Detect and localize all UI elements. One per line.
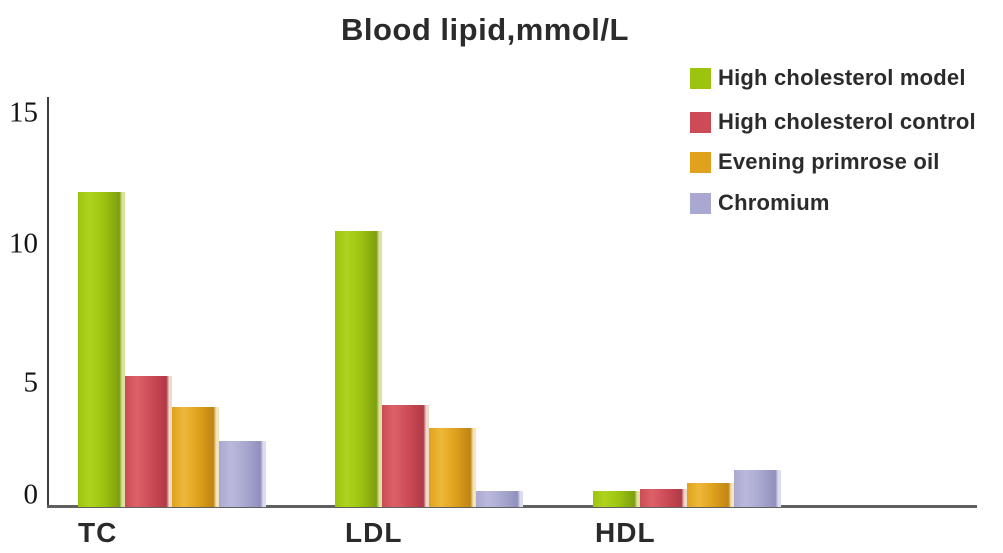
legend-swatch: [690, 111, 711, 133]
bar-hdl-series3: [687, 483, 734, 507]
x-category-label-tc: TC: [78, 517, 118, 548]
bar-tc-series2: [125, 376, 172, 507]
legend-item: High cholesterol control: [690, 109, 976, 134]
legend-label: High cholesterol model: [718, 65, 966, 90]
legend-item: Evening primrose oil: [690, 149, 940, 174]
chart-title: Blood lipid,mmol/L: [341, 12, 629, 47]
y-axis-line: [47, 97, 49, 508]
legend-item: High cholesterol model: [690, 65, 966, 90]
bar-tc-series1: [78, 192, 125, 507]
bar-ldl-series3: [429, 428, 476, 507]
legend-label: High cholesterol control: [718, 109, 976, 134]
legend-label: Evening primrose oil: [718, 149, 940, 174]
y-tick-label: 15: [9, 96, 38, 129]
legend-swatch: [690, 67, 711, 89]
bar-ldl-series4: [476, 491, 523, 507]
bar-hdl-series4: [734, 470, 781, 507]
bar-ldl-series1: [335, 231, 382, 507]
legend-swatch: [690, 151, 711, 173]
legend-swatch: [690, 192, 711, 214]
bar-hdl-series1: [593, 491, 640, 507]
x-category-label-hdl: HDL: [595, 517, 656, 548]
bar-ldl-series2: [382, 405, 429, 507]
bar-hdl-series2: [640, 489, 687, 507]
legend-item: Chromium: [690, 190, 830, 215]
y-tick-label: 10: [9, 227, 38, 260]
y-tick-label: 0: [23, 478, 39, 511]
legend-label: Chromium: [718, 190, 830, 215]
bar-tc-series4: [219, 441, 266, 507]
bar-tc-series3: [172, 407, 219, 507]
x-category-label-ldl: LDL: [345, 517, 403, 548]
y-tick-label: 5: [23, 366, 39, 399]
